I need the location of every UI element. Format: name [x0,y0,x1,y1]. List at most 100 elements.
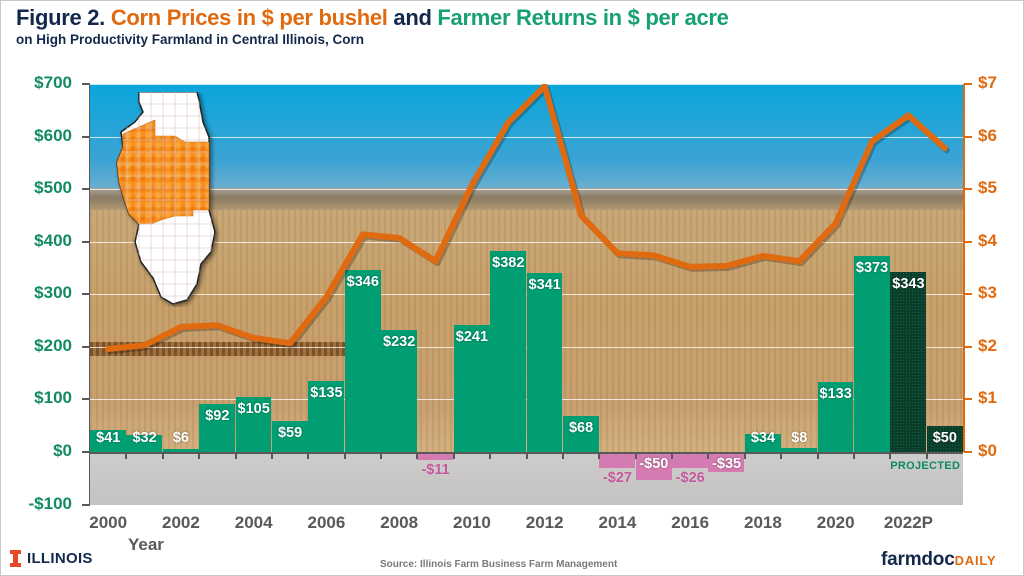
bar-label-2009: -$11 [421,461,450,478]
returns-bar-2006 [308,381,345,452]
source-note: Source: Illinois Farm Business Farm Mana… [380,559,618,570]
bar-label-2004: $105 [237,400,270,417]
x-tick [307,452,310,459]
right-axis-label: $5 [978,178,997,198]
x-tick [416,452,419,459]
left-tick [82,503,90,506]
x-tick [161,452,164,459]
returns-bar-2022P [890,271,927,452]
returns-bar-2016 [672,454,708,468]
right-axis-label: $1 [978,388,997,408]
right-tick [964,188,972,191]
bar-label-2015: -$50 [639,456,669,472]
gridline [90,136,963,138]
road-background [90,452,963,505]
x-tick [707,452,710,459]
corn-stubble-strip [90,342,380,356]
returns-bar-2008 [381,330,417,452]
illinois-logo: ILLINOIS [10,550,93,567]
left-tick [82,240,90,243]
x-axis-label: 2012 [525,513,564,532]
corn-price-line [105,84,950,354]
returns-bar-2017 [708,454,745,473]
left-tick [82,83,90,85]
x-tick [452,452,455,459]
x-tick [561,452,564,459]
bar-label-2002: $6 [172,430,189,446]
bar-label-2005: $59 [277,424,303,441]
chart-title: Figure 2. Corn Prices in $ per bushel an… [16,5,729,31]
returns-bar-2007 [344,270,381,452]
returns-bar-2000 [90,430,126,452]
block-i-icon [10,550,21,567]
returns-bar-2011 [490,251,526,452]
left-axis-label: -$100 [28,493,72,513]
returns-bar-2001 [126,435,163,452]
x-tick [671,452,673,459]
left-axis-label: $200 [34,335,72,355]
right-axis-label: $7 [978,73,997,92]
brand-suffix: DAILY [954,553,997,568]
returns-bar-2015 [635,454,672,481]
bar-label-2021: $373 [855,259,889,276]
returns-bar-2009 [417,454,454,460]
title-joiner: and [393,5,432,30]
x-tick [343,452,346,459]
right-axis-label: $3 [978,283,997,303]
left-tick [82,398,90,401]
left-axis-label: $0 [53,440,72,460]
x-axis-label: 2020 [816,513,855,532]
right-tick [964,398,972,401]
left-axis-label: $100 [34,388,72,408]
left-tick [82,345,90,348]
x-axis-label: 2014 [598,513,637,532]
x-axis-label: 2016 [671,513,710,532]
title-corn-prices: Corn Prices in $ per bushel [110,5,388,30]
x-axis-label: 2004 [234,513,273,532]
bar-label-2014: -$27 [602,470,632,487]
x-tick [925,452,928,459]
right-y-axis [963,84,965,452]
returns-bar-2018 [744,434,781,452]
returns-bar-2010 [453,325,490,452]
bar-label-2019: $8 [791,430,808,446]
x-axis-label: 2022P [883,513,934,532]
left-axis-label: $500 [34,178,72,198]
returns-bar-2013 [562,416,599,452]
bar-label-2012: $341 [528,276,561,293]
right-axis-label: $2 [978,335,997,355]
illinois-map-icon [116,92,216,305]
bar-label-2001: $32 [132,430,157,446]
returns-bar-2002 [162,448,199,452]
x-tick [525,452,528,459]
right-tick [964,240,972,243]
x-tick [852,452,855,459]
x-tick [816,452,819,459]
bar-label-2023P: $50 [932,430,957,446]
left-tick [82,293,90,296]
right-tick [964,83,972,85]
bar-label-2008: $232 [383,334,416,351]
right-axis-label: $4 [978,230,997,250]
gridline [90,241,963,243]
plot-area: PROJECTED $41 $32 $6 $92 $105 $59 $135 $346 $232… [90,84,963,505]
right-axis-label: $6 [978,125,997,145]
farmdoc-daily-logo: farmdocDAILY [881,549,996,571]
x-tick [489,452,492,459]
gridline [90,84,963,85]
right-tick [964,135,972,138]
bar-label-2018: $34 [750,430,776,446]
x-tick [780,452,783,459]
bar-label-2006: $135 [310,385,343,402]
returns-bar-2020 [817,382,854,452]
x-tick [125,452,128,459]
gridline [90,189,963,191]
x-axis-label: 2002 [162,513,200,532]
x-axis-label: 2008 [380,513,419,532]
x-tick [743,452,746,459]
x-tick [234,452,237,459]
left-axis-label: $300 [34,283,72,303]
x-axis-label: 2000 [89,513,128,532]
returns-bar-2005 [271,420,308,452]
returns-bar-2023P [926,425,963,452]
